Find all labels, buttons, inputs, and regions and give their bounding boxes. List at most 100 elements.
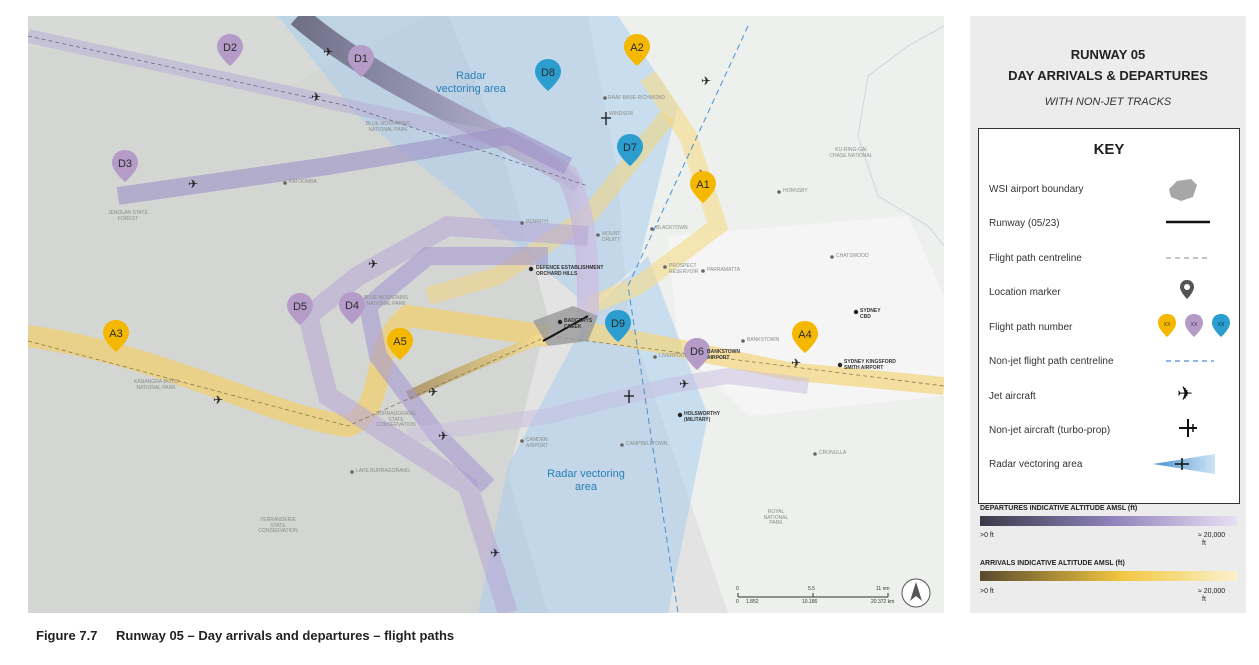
departure-pin-icon: XX bbox=[1185, 314, 1203, 337]
flight-path-pin-label: D9 bbox=[611, 318, 625, 330]
label-campbelltown: CAMPBELLTOWN bbox=[626, 441, 668, 447]
label-blue-mountains-np-south: BLUE MOUNTAINS NATIONAL PARK bbox=[363, 295, 409, 307]
key-item-location-marker: Location marker bbox=[989, 287, 1061, 298]
label-blue-mountains-np: BLUE MOUNTAINS NATIONAL PARK bbox=[365, 121, 411, 133]
label-holsworthy: HOLSWORTHY (MILITARY) bbox=[684, 411, 721, 423]
departures-max-unit: ft bbox=[1202, 540, 1206, 547]
departures-altitude-gradient bbox=[980, 516, 1237, 526]
arrivals-min: >0 ft bbox=[980, 588, 994, 595]
departure-track-d3 bbox=[116, 126, 573, 205]
svg-text:✈: ✈ bbox=[311, 90, 321, 104]
map-graphics: ✈ ✈ ✈ ✈ ✈ ✈ ✈ ✈ ✈ ✈ ✈ ✈ bbox=[28, 16, 944, 613]
flight-path-pin-d7[interactable]: D7 bbox=[617, 134, 643, 166]
flight-path-pin-label: D2 bbox=[223, 42, 237, 54]
arrival-final-approach bbox=[405, 331, 550, 401]
svg-text:✈: ✈ bbox=[679, 377, 689, 391]
airport-boundary-icon bbox=[1169, 179, 1197, 201]
scale-km-2: 10.186 bbox=[802, 599, 818, 605]
label-raaf-richmond: RAAF BASE RICHMOND bbox=[608, 95, 665, 101]
key-item-airport-boundary: WSI airport boundary bbox=[989, 184, 1084, 195]
svg-text:✈: ✈ bbox=[213, 393, 223, 407]
arrivals-max-unit: ft bbox=[1202, 596, 1206, 603]
svg-text:✈: ✈ bbox=[438, 429, 448, 443]
flight-path-pin-label: D7 bbox=[623, 142, 637, 154]
label-burragorang: BURRAGORANG STATE CONSERVATION bbox=[376, 411, 416, 428]
location-markers bbox=[283, 96, 859, 474]
label-badgerys-creek: BADGERYS CREEK bbox=[564, 318, 593, 330]
key-item-runway: Runway (05/23) bbox=[989, 218, 1060, 229]
flight-path-pin-a1[interactable]: A1 bbox=[690, 171, 716, 203]
nonjet-pin-icon: XX bbox=[1212, 314, 1230, 337]
runway-icon bbox=[1166, 220, 1210, 224]
arrivals-max: ≈ 20,000 bbox=[1198, 588, 1226, 595]
flight-path-pin-label: A3 bbox=[109, 328, 122, 340]
location-marker-icon bbox=[1180, 280, 1194, 299]
svg-text:✈: ✈ bbox=[428, 385, 438, 399]
departures-altitude-label: DEPARTURES INDICATIVE ALTITUDE AMSL (ft) bbox=[980, 505, 1138, 512]
north-arrow bbox=[901, 578, 931, 608]
arrivals-altitude-label: ARRIVALS INDICATIVE ALTITUDE AMSL (ft) bbox=[980, 560, 1125, 567]
flight-path-pin-label: D5 bbox=[293, 301, 307, 313]
flight-path-pin-d3[interactable]: D3 bbox=[112, 150, 138, 182]
key-item-radar-area: Radar vectoring area bbox=[989, 459, 1083, 470]
label-lake-burragorang: LAKE BURRAGORANG bbox=[356, 468, 410, 474]
label-yerranderie: YERRANDERIE STATE CONSERVATION bbox=[258, 517, 298, 534]
label-prospect-reservoir: PROSPECT RESERVOIR bbox=[669, 263, 699, 275]
jet-aircraft-icon: ✈ bbox=[1177, 383, 1193, 405]
flight-path-pin-d4[interactable]: D4 bbox=[339, 292, 365, 324]
svg-text:✈: ✈ bbox=[188, 177, 198, 191]
key-item-jet-aircraft: Jet aircraft bbox=[989, 391, 1036, 402]
svg-text:✈: ✈ bbox=[1177, 383, 1193, 405]
svg-text:XX: XX bbox=[1164, 322, 1171, 328]
label-royal-np: ROYAL NATIONAL PARK bbox=[763, 509, 789, 526]
departures-max: ≈ 20,000 bbox=[1198, 532, 1226, 539]
label-jenolan: JENOLAN STATE FOREST bbox=[108, 210, 148, 222]
scale-label-mid: 5.5 bbox=[808, 586, 815, 592]
label-penrith: PENRITH bbox=[526, 219, 548, 225]
flight-path-pin-d9[interactable]: D9 bbox=[605, 310, 631, 342]
panel-title-line2: DAY ARRIVALS & DEPARTURES bbox=[1008, 68, 1208, 83]
non-jet-centreline bbox=[627, 25, 749, 613]
flight-path-pin-d1[interactable]: D1 bbox=[348, 45, 374, 77]
flight-path-pin-label: A4 bbox=[798, 329, 811, 341]
flight-path-pin-a5[interactable]: A5 bbox=[387, 328, 413, 360]
scale-bar bbox=[737, 593, 889, 598]
flight-path-pin-a4[interactable]: A4 bbox=[792, 321, 818, 353]
label-parramatta: PARRAMATTA bbox=[707, 267, 741, 273]
svg-text:✈: ✈ bbox=[323, 45, 333, 59]
flight-path-pin-a3[interactable]: A3 bbox=[103, 320, 129, 352]
departure-track-d4 bbox=[358, 247, 548, 493]
flight-path-map[interactable]: ✈ ✈ ✈ ✈ ✈ ✈ ✈ ✈ ✈ ✈ ✈ ✈ bbox=[28, 16, 944, 613]
scale-label-0: 0 bbox=[736, 586, 739, 592]
label-chatswood: CHATSWOOD bbox=[836, 253, 869, 259]
flight-path-number-icons: XX XX XX bbox=[1158, 314, 1230, 337]
arrival-track-a1-a2 bbox=[584, 71, 729, 315]
flight-path-pin-a2[interactable]: A2 bbox=[624, 34, 650, 66]
scale-label-end: 11 nm bbox=[876, 586, 890, 592]
svg-text:✈: ✈ bbox=[701, 74, 711, 88]
runway-05-23 bbox=[542, 315, 589, 342]
flight-path-pin-label: A2 bbox=[630, 42, 643, 54]
svg-text:XX: XX bbox=[1218, 322, 1225, 328]
legend-panel: RUNWAY 05 DAY ARRIVALS & DEPARTURES WITH… bbox=[970, 16, 1246, 613]
key-heading: KEY bbox=[1093, 141, 1125, 158]
flight-path-pin-d8[interactable]: D8 bbox=[535, 59, 561, 91]
key-item-non-jet-centreline: Non-jet flight path centreline bbox=[989, 356, 1114, 367]
key-item-turbo-prop: Non-jet aircraft (turbo-prop) bbox=[989, 425, 1111, 436]
flight-path-pin-d5[interactable]: D5 bbox=[287, 293, 313, 325]
arrivals-altitude-gradient bbox=[980, 571, 1237, 581]
flight-path-pin-d2[interactable]: D2 bbox=[217, 34, 243, 66]
departure-track-d6 bbox=[406, 367, 809, 444]
svg-text:XX: XX bbox=[1191, 322, 1198, 328]
departures-min: >0 ft bbox=[980, 532, 994, 539]
label-katoomba: KATOOMBA bbox=[289, 179, 317, 185]
flight-path-pin-label: D8 bbox=[541, 67, 555, 79]
label-hornsby: HORNSBY bbox=[783, 188, 808, 194]
figure-number: Figure 7.7 bbox=[36, 628, 98, 643]
flight-path-numbers: A1 A2 A3 A4 A5 D1 D2 D3 D4 D5 D6 D7 D8 D9 bbox=[103, 34, 818, 370]
flight-path-pin-d6[interactable]: D6 bbox=[684, 338, 710, 370]
radar-label-south: Radar vectoring area bbox=[547, 468, 625, 493]
non-jet-centreline-icon bbox=[1166, 360, 1214, 362]
flight-path-pin-label: D6 bbox=[690, 346, 704, 358]
label-liverpool: LIVERPOOL bbox=[659, 353, 688, 359]
